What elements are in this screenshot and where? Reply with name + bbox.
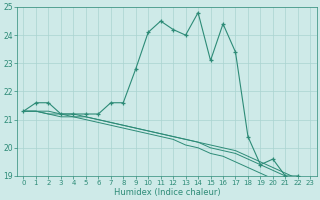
X-axis label: Humidex (Indice chaleur): Humidex (Indice chaleur) [114,188,220,197]
